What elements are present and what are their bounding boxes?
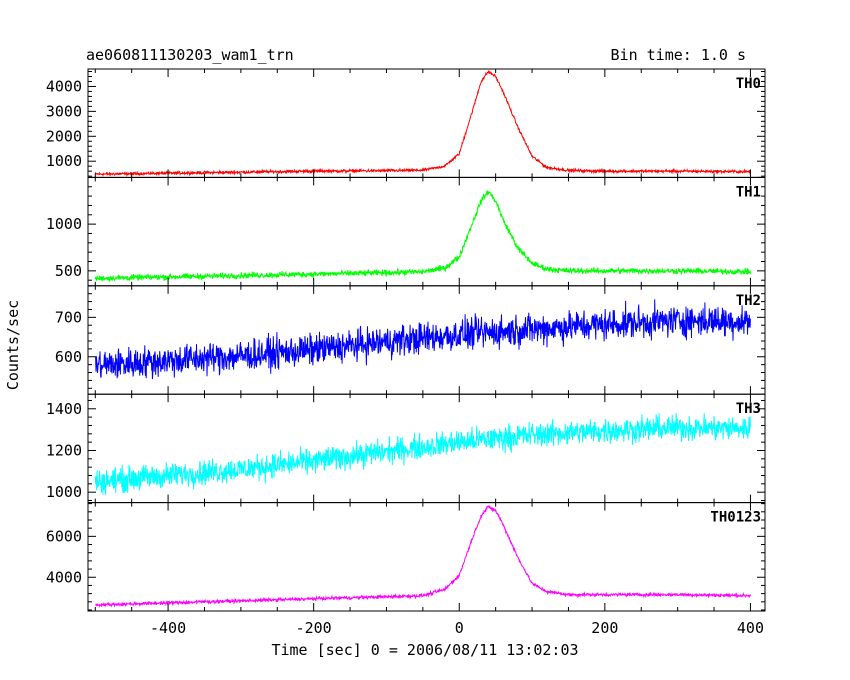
chart-title: ae060811130203_wam1_trn xyxy=(86,46,294,64)
x-tick-label: -400 xyxy=(150,619,186,637)
panel-frame-th0123 xyxy=(87,502,766,612)
x-tick-label: 0 xyxy=(455,619,464,637)
series-line-th2 xyxy=(95,299,751,380)
y-tick-label: 1000 xyxy=(46,483,82,501)
y-axis-label: Counts/sec xyxy=(4,300,22,390)
series-line-th3 xyxy=(94,412,751,495)
y-tick-label: 2000 xyxy=(46,127,82,145)
y-tick-label: 500 xyxy=(55,262,82,280)
y-tick-label: 4000 xyxy=(46,568,82,586)
panel-label-th0: TH0 xyxy=(736,76,761,92)
x-tick-label: -200 xyxy=(296,619,332,637)
x-axis-label: Time [sec] 0 = 2006/08/11 13:02:03 xyxy=(271,641,578,659)
y-tick-label: 1000 xyxy=(46,215,82,233)
panel-label-th1: TH1 xyxy=(736,184,761,200)
y-tick-label: 1400 xyxy=(46,400,82,418)
bin-time-label: Bin time: 1.0 s xyxy=(611,46,746,64)
panel-label-th3: TH3 xyxy=(736,401,761,417)
y-tick-label: 1000 xyxy=(46,152,82,170)
series-line-th1 xyxy=(94,190,751,283)
x-tick-label: 400 xyxy=(737,619,764,637)
y-tick-label: 600 xyxy=(55,348,82,366)
panel-label-th0123: TH0123 xyxy=(710,510,761,526)
y-tick-label: 3000 xyxy=(46,102,82,120)
series-line-th0 xyxy=(94,70,751,178)
panel-frame-th0 xyxy=(87,68,766,178)
y-tick-label: 700 xyxy=(55,308,82,326)
y-tick-label: 1200 xyxy=(46,441,82,459)
panel-label-th2: TH2 xyxy=(736,293,761,309)
panel-frame-th2 xyxy=(87,285,766,395)
x-tick-label: 200 xyxy=(591,619,618,637)
series-line-th0123 xyxy=(94,505,751,608)
y-tick-label: 6000 xyxy=(46,527,82,545)
y-tick-label: 4000 xyxy=(46,77,82,95)
